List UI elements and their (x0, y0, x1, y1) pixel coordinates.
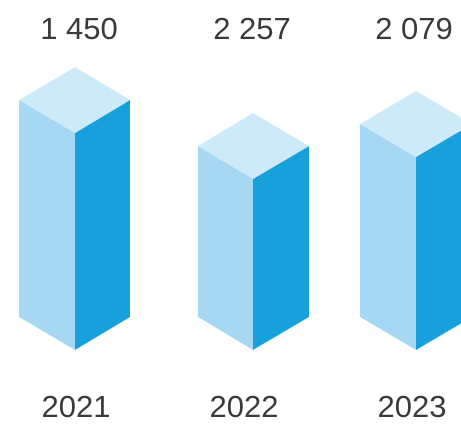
bar-right-face-2021 (75, 100, 130, 350)
bars (19, 67, 461, 350)
bar-right-face-2023 (416, 130, 461, 350)
category-labels: 2021 2022 2023 (42, 389, 447, 424)
bar-top-face-2021 (19, 67, 130, 133)
bar-left-face-2023 (360, 124, 416, 350)
category-label-2022: 2022 (210, 389, 279, 424)
value-label-2021: 1 450 (40, 11, 118, 46)
bar-top-face-2022 (198, 113, 309, 179)
bar-top-face-2023 (360, 91, 461, 157)
value-label-2023: 2 079 (375, 11, 453, 46)
value-label-2022: 2 257 (213, 11, 291, 46)
category-label-2021: 2021 (42, 389, 111, 424)
category-label-2023: 2023 (378, 389, 447, 424)
bar-left-face-2021 (19, 100, 75, 350)
value-labels: 1 450 2 257 2 079 (40, 11, 453, 46)
bar-right-face-2022 (253, 146, 309, 350)
bar-left-face-2022 (198, 146, 253, 350)
